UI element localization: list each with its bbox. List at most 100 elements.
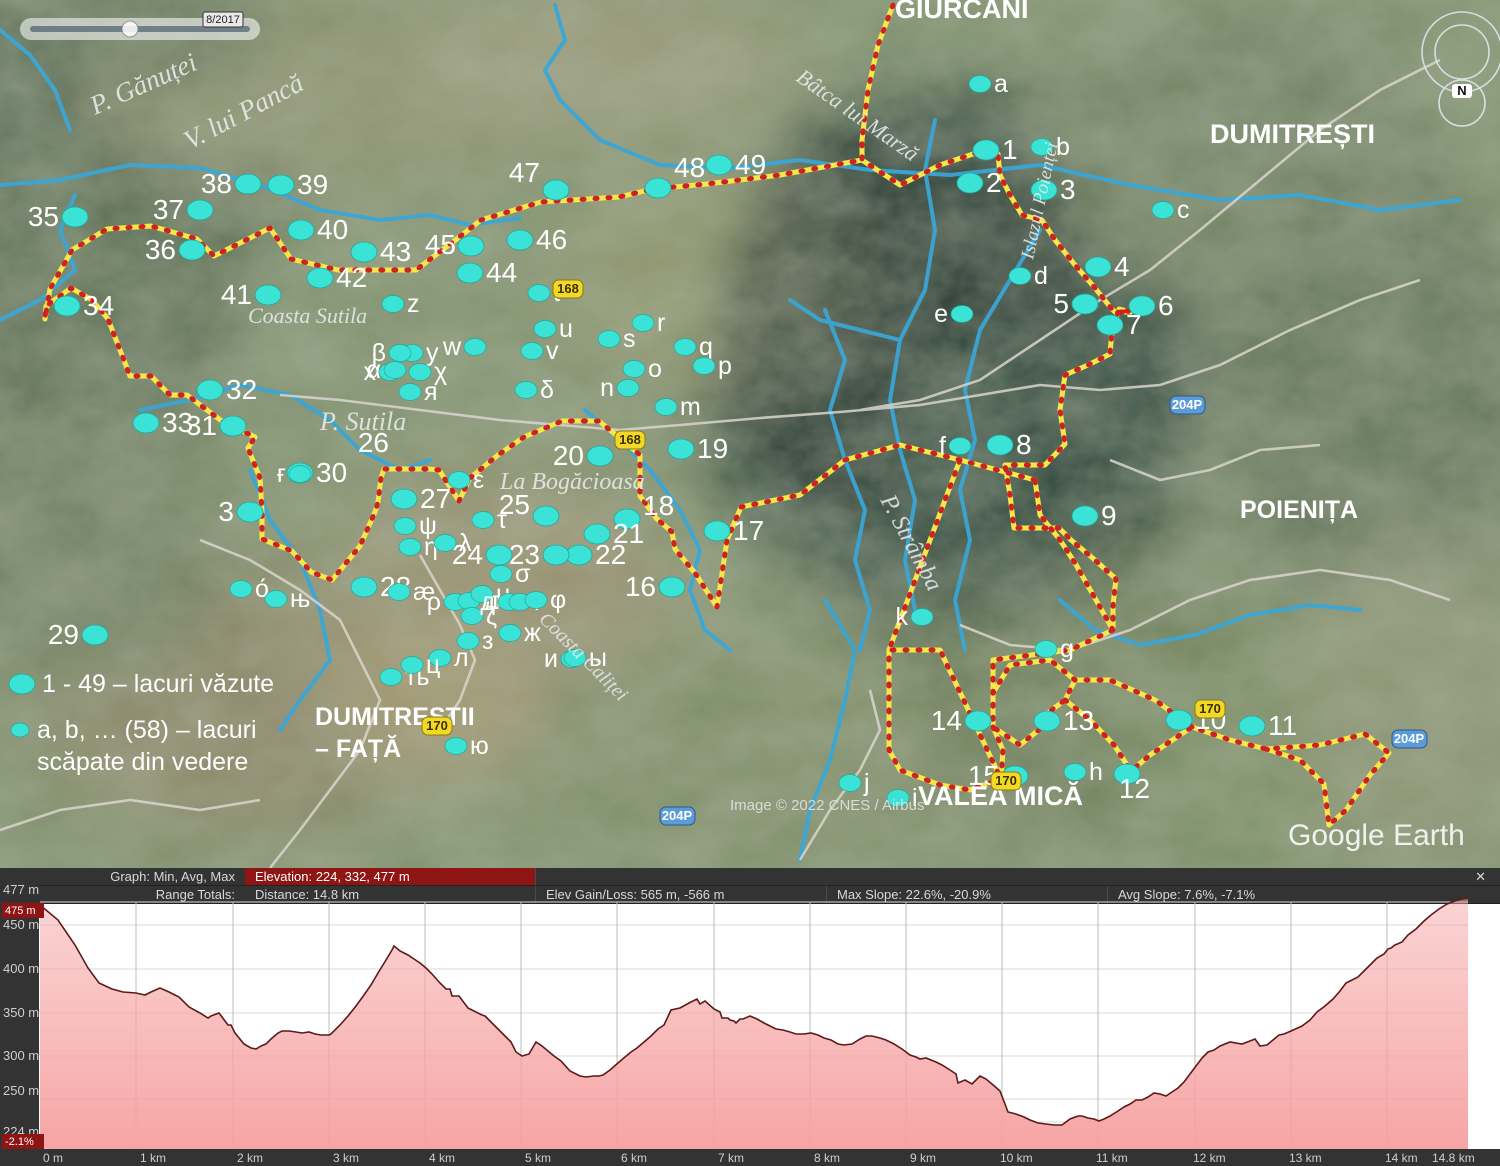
svg-text:48: 48 bbox=[674, 152, 705, 183]
svg-text:42: 42 bbox=[336, 262, 367, 293]
svg-text:17: 17 bbox=[733, 515, 764, 546]
svg-text:300 m: 300 m bbox=[3, 1048, 39, 1063]
svg-text:46: 46 bbox=[536, 224, 567, 255]
svg-text:1 - 49 – lacuri văzute: 1 - 49 – lacuri văzute bbox=[42, 670, 274, 698]
svg-text:22: 22 bbox=[595, 539, 626, 570]
svg-text:31: 31 bbox=[186, 410, 217, 441]
svg-text:a: a bbox=[994, 70, 1008, 98]
svg-text:д: д bbox=[480, 588, 495, 616]
svg-text:11: 11 bbox=[1268, 710, 1297, 741]
svg-text:λ: λ bbox=[459, 529, 472, 557]
svg-text:6 km: 6 km bbox=[621, 1151, 647, 1165]
svg-text:29: 29 bbox=[48, 619, 79, 650]
svg-text:45: 45 bbox=[425, 229, 456, 260]
svg-text:14: 14 bbox=[931, 705, 962, 736]
svg-text:з: з bbox=[482, 627, 493, 655]
svg-text:4 km: 4 km bbox=[429, 1151, 455, 1165]
svg-text:DUMITREȘTI: DUMITREȘTI bbox=[1210, 119, 1375, 149]
svg-text:12: 12 bbox=[1119, 773, 1150, 804]
svg-text:j: j bbox=[863, 769, 870, 797]
svg-text:32: 32 bbox=[226, 374, 257, 405]
svg-text:30: 30 bbox=[316, 457, 347, 488]
svg-text:12 km: 12 km bbox=[1193, 1151, 1226, 1165]
svg-text:r: r bbox=[657, 309, 665, 337]
svg-text:37: 37 bbox=[153, 194, 184, 225]
svg-text:g: g bbox=[1060, 635, 1074, 663]
svg-text:w: w bbox=[442, 333, 462, 361]
svg-text:204P: 204P bbox=[1172, 397, 1203, 412]
svg-text:Google Earth: Google Earth bbox=[1288, 819, 1465, 852]
svg-text:13: 13 bbox=[1063, 705, 1094, 736]
svg-text:z: z bbox=[407, 290, 420, 318]
svg-text:σ: σ bbox=[515, 560, 531, 588]
svg-text:v: v bbox=[546, 337, 559, 365]
svg-text:10 km: 10 km bbox=[1000, 1151, 1033, 1165]
svg-text:0 m: 0 m bbox=[43, 1151, 63, 1165]
svg-text:ц: ц bbox=[426, 651, 440, 679]
svg-text:m: m bbox=[680, 393, 701, 421]
svg-text:f: f bbox=[939, 432, 946, 460]
svg-text:27: 27 bbox=[420, 483, 451, 514]
svg-text:49: 49 bbox=[735, 149, 766, 180]
svg-text:16: 16 bbox=[625, 571, 656, 602]
svg-text:11 km: 11 km bbox=[1096, 1151, 1128, 1165]
svg-text:7: 7 bbox=[1126, 309, 1142, 340]
svg-text:3: 3 bbox=[218, 496, 234, 527]
svg-text:168: 168 bbox=[619, 432, 641, 447]
svg-text:л: л bbox=[454, 644, 469, 672]
svg-text:5: 5 bbox=[1053, 288, 1069, 319]
svg-text:34: 34 bbox=[83, 290, 114, 321]
svg-text:204P: 204P bbox=[662, 808, 693, 823]
svg-text:168: 168 bbox=[557, 281, 579, 296]
svg-text:s: s bbox=[623, 325, 636, 353]
svg-text:q: q bbox=[699, 333, 713, 361]
svg-text:1 km: 1 km bbox=[140, 1151, 166, 1165]
svg-text:n: n bbox=[600, 374, 614, 402]
svg-text:p: p bbox=[718, 352, 732, 380]
svg-text:Coasta Sutila: Coasta Sutila bbox=[248, 303, 367, 328]
svg-text:њ: њ bbox=[290, 585, 310, 613]
svg-text:GIURCANI: GIURCANI bbox=[895, 0, 1029, 24]
svg-text:и: и bbox=[544, 645, 558, 673]
svg-text:3: 3 bbox=[1060, 174, 1076, 205]
svg-text:a, b, … (58) – lacuri: a, b, … (58) – lacuri bbox=[37, 716, 257, 744]
svg-text:14 km: 14 km bbox=[1385, 1151, 1418, 1165]
svg-text:8: 8 bbox=[1016, 429, 1032, 460]
svg-text:β: β bbox=[372, 339, 386, 367]
svg-text:я: я bbox=[424, 378, 438, 406]
svg-text:ю: ю bbox=[470, 732, 489, 760]
svg-text:Image © 2022 CNES / Airbus: Image © 2022 CNES / Airbus bbox=[730, 797, 924, 814]
svg-text:P. Sutila: P. Sutila bbox=[319, 407, 406, 436]
svg-text:13 km: 13 km bbox=[1289, 1151, 1322, 1165]
svg-text:4: 4 bbox=[1114, 251, 1130, 282]
svg-text:170: 170 bbox=[426, 718, 448, 733]
svg-text:o: o bbox=[648, 355, 662, 383]
svg-text:35: 35 bbox=[28, 201, 59, 232]
svg-text:38: 38 bbox=[201, 168, 232, 199]
svg-text:8/2017: 8/2017 bbox=[206, 14, 240, 26]
svg-text:τ: τ bbox=[497, 506, 507, 534]
svg-text:– FAȚĂ: – FAȚĂ bbox=[315, 734, 401, 763]
svg-text:39: 39 bbox=[297, 169, 328, 200]
svg-text:h: h bbox=[1089, 758, 1103, 786]
svg-text:250 m: 250 m bbox=[3, 1083, 39, 1098]
svg-text:N: N bbox=[1457, 83, 1466, 98]
svg-text:2: 2 bbox=[986, 167, 1002, 198]
svg-text:400 m: 400 m bbox=[3, 961, 39, 976]
svg-text:scăpate din vedere: scăpate din vedere bbox=[37, 748, 248, 776]
svg-text:2 km: 2 km bbox=[237, 1151, 263, 1165]
svg-text:POIENIȚA: POIENIȚA bbox=[1240, 496, 1358, 524]
svg-text:19: 19 bbox=[697, 433, 728, 464]
svg-text:9 km: 9 km bbox=[910, 1151, 936, 1165]
svg-text:5 km: 5 km bbox=[525, 1151, 551, 1165]
svg-text:475 m: 475 m bbox=[5, 905, 36, 917]
svg-text:6: 6 bbox=[1158, 290, 1174, 321]
svg-text:δ: δ bbox=[540, 376, 554, 404]
svg-text:20: 20 bbox=[553, 440, 584, 471]
svg-text:8 km: 8 km bbox=[814, 1151, 840, 1165]
svg-text:ғ: ғ bbox=[277, 460, 286, 488]
svg-text:350 m: 350 m bbox=[3, 1005, 39, 1020]
svg-text:170: 170 bbox=[995, 773, 1017, 788]
svg-text:ε: ε bbox=[473, 466, 484, 494]
svg-text:18: 18 bbox=[643, 490, 674, 521]
